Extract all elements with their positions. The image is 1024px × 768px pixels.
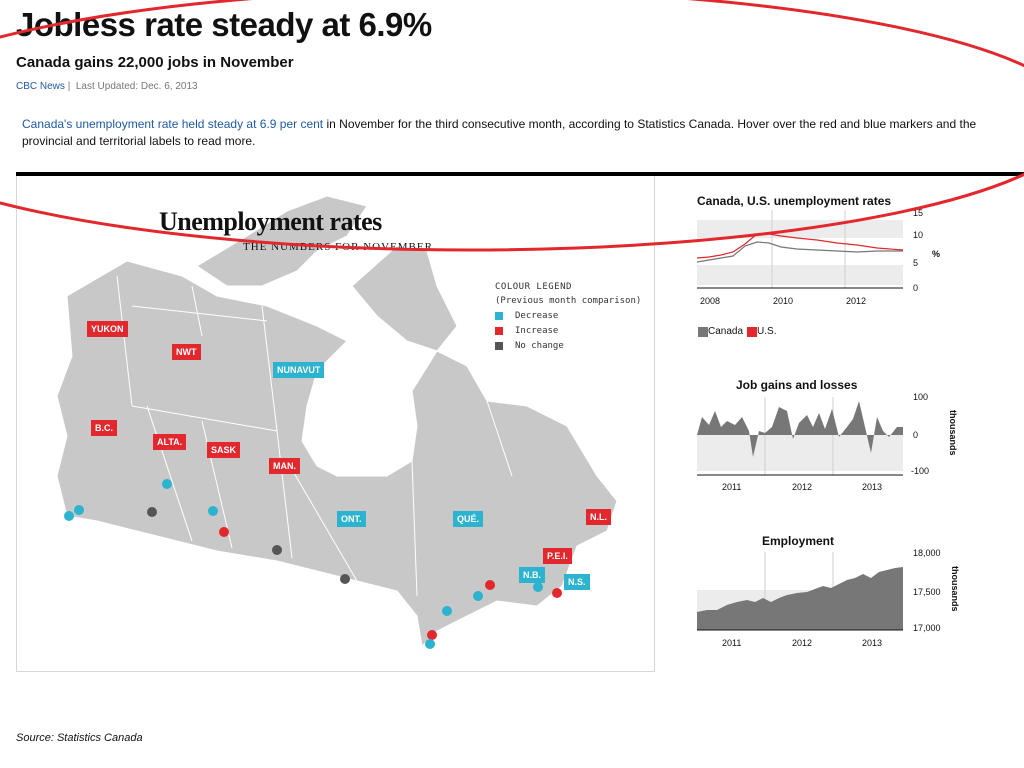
x-tick: 2012 xyxy=(792,638,813,648)
legend-swatch-decrease xyxy=(495,312,503,320)
y-axis-label: thousands xyxy=(948,410,958,456)
legend-item-decrease: Decrease xyxy=(495,311,641,321)
hudson-bay xyxy=(322,381,412,466)
province-label-nl[interactable]: N.L. xyxy=(586,509,611,525)
y-tick: 100 xyxy=(913,392,929,402)
x-tick: 2013 xyxy=(862,638,883,648)
unemployment-chart-title: Canada, U.S. unemployment rates xyxy=(697,194,892,208)
legend-label: Increase xyxy=(515,326,559,336)
province-label-ns[interactable]: N.S. xyxy=(564,574,590,590)
x-tick: 2013 xyxy=(862,482,883,492)
colour-legend: COLOUR LEGEND (Previous month comparison… xyxy=(495,282,641,351)
x-tick: 2011 xyxy=(722,482,742,492)
city-marker-decrease[interactable] xyxy=(533,582,543,592)
city-marker-decrease[interactable] xyxy=(208,506,218,516)
province-label-nb[interactable]: N.B. xyxy=(519,567,545,583)
unemployment-chart xyxy=(697,210,904,289)
city-marker-decrease[interactable] xyxy=(74,505,84,515)
headline: Jobless rate steady at 6.9% xyxy=(16,6,432,43)
y-tick: 15 xyxy=(913,208,924,218)
city-marker-decrease[interactable] xyxy=(473,591,483,601)
chart-band xyxy=(697,220,903,238)
legend-swatch-increase xyxy=(495,327,503,335)
legend-swatch-us xyxy=(747,326,758,337)
legend-label-us: U.S. xyxy=(757,326,777,337)
byline-separator: | xyxy=(67,81,71,92)
city-marker-no-change[interactable] xyxy=(147,507,157,517)
last-updated: Last Updated: Dec. 6, 2013 xyxy=(75,81,198,92)
city-marker-no-change[interactable] xyxy=(272,545,282,555)
y-tick: 18,000 xyxy=(913,548,941,558)
y-tick: 0 xyxy=(913,430,919,440)
x-tick: 2010 xyxy=(773,296,794,306)
province-label-bc[interactable]: B.C. xyxy=(91,420,117,436)
legend-subtitle: (Previous month comparison) xyxy=(495,296,642,306)
byline: CBC News | Last Updated: Dec. 6, 2013 xyxy=(16,81,198,92)
baffin-island-shape xyxy=(351,245,458,352)
y-tick: 17,000 xyxy=(913,623,941,633)
y-tick: 17,500 xyxy=(913,587,941,597)
legend-swatch-no-change xyxy=(495,342,503,350)
canada-series-line xyxy=(697,241,903,263)
y-axis-label: thousands xyxy=(950,566,960,612)
unit-label: % xyxy=(932,249,941,259)
province-label-pei[interactable]: P.E.I. xyxy=(543,548,572,564)
lede-paragraph: Canada's unemployment rate held steady a… xyxy=(22,116,997,150)
employment-chart xyxy=(697,552,903,631)
x-tick: 2012 xyxy=(792,482,813,492)
chart-band xyxy=(697,265,903,285)
legend-label-canada: Canada xyxy=(708,326,744,337)
employment-area xyxy=(697,567,903,630)
lede-link[interactable]: Canada's unemployment rate held steady a… xyxy=(22,117,324,131)
legend-swatch-canada xyxy=(698,326,708,337)
y-tick: -100 xyxy=(911,466,930,476)
y-tick: 0 xyxy=(913,283,919,293)
city-marker-decrease[interactable] xyxy=(64,511,74,521)
source-link[interactable]: CBC News xyxy=(16,81,65,92)
legend-label: Decrease xyxy=(515,311,559,321)
city-marker-decrease[interactable] xyxy=(442,606,452,616)
legend-title: COLOUR LEGEND xyxy=(495,282,572,292)
province-label-ont[interactable]: ONT. xyxy=(337,511,366,527)
x-tick: 2012 xyxy=(846,296,867,306)
province-label-alta[interactable]: ALTA. xyxy=(153,434,187,450)
province-label-yukon[interactable]: YUKON xyxy=(87,321,128,337)
province-label-que[interactable]: QUÉ. xyxy=(453,511,484,527)
province-label-sask[interactable]: SASK xyxy=(207,442,241,458)
province-label-man[interactable]: MAN. xyxy=(269,458,300,474)
map-subtitle: THE NUMBERS FOR NOVEMBER xyxy=(243,241,433,253)
city-marker-decrease[interactable] xyxy=(162,479,172,489)
x-tick: 2011 xyxy=(722,638,742,648)
unemployment-legend: Canada U.S. xyxy=(698,326,776,337)
city-marker-increase[interactable] xyxy=(427,630,437,640)
footer-source: Source: Statistics Canada xyxy=(16,732,143,744)
y-tick: 5 xyxy=(913,258,919,268)
jobs-area xyxy=(697,401,903,457)
employment-chart-title: Employment xyxy=(762,534,835,548)
province-label-nunavut[interactable]: NUNAVUT xyxy=(273,362,325,378)
city-marker-increase[interactable] xyxy=(485,580,495,590)
jobs-chart-title: Job gains and losses xyxy=(736,378,858,392)
subheadline: Canada gains 22,000 jobs in November xyxy=(16,54,294,71)
city-marker-decrease[interactable] xyxy=(425,639,435,649)
city-marker-increase[interactable] xyxy=(219,527,229,537)
x-tick: 2008 xyxy=(700,296,721,306)
legend-label: No change xyxy=(515,341,564,351)
city-marker-increase[interactable] xyxy=(552,588,562,598)
map-title: Unemployment rates xyxy=(159,207,382,236)
city-marker-no-change[interactable] xyxy=(340,574,350,584)
y-tick: 10 xyxy=(913,230,924,240)
map-panel: YUKON NWT NUNAVUT B.C. ALTA. SASK MAN. O… xyxy=(16,176,655,672)
legend-item-increase: Increase xyxy=(495,326,641,336)
legend-item-no-change: No change xyxy=(495,341,641,351)
province-label-nwt[interactable]: NWT xyxy=(172,344,201,360)
jobs-chart xyxy=(697,397,903,476)
